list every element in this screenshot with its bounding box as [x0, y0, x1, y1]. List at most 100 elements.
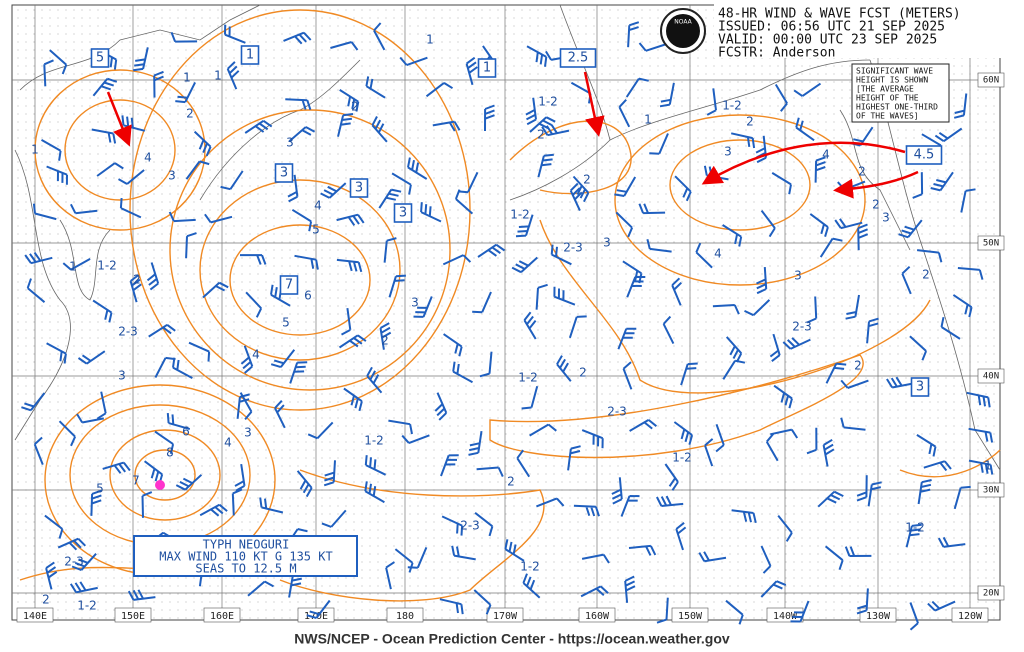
boxed-label-frame	[477, 58, 497, 78]
contour-label: 2-3	[460, 519, 480, 533]
wind-barb	[92, 77, 118, 97]
wind-barb	[365, 76, 386, 99]
wind-barb	[364, 455, 387, 476]
wind-barb	[247, 580, 274, 597]
wind-barb	[154, 430, 175, 455]
wind-barb	[294, 254, 319, 270]
contour-label: 3	[882, 211, 890, 225]
wind-barb	[224, 24, 246, 44]
boxed-label: 1	[483, 61, 491, 76]
wind-barb	[440, 454, 459, 477]
wind-barb	[473, 589, 492, 615]
wind-barb	[41, 139, 62, 161]
wind-barb	[451, 545, 476, 561]
header-line: FCSTR: Anderson	[718, 46, 835, 61]
wind-barb	[172, 357, 193, 379]
wind-barb	[840, 379, 869, 389]
lat-label: 20N	[983, 589, 999, 599]
wind-barb	[777, 514, 793, 542]
wind-barb	[245, 291, 263, 318]
contour-label: 1-2	[510, 208, 530, 222]
wind-barb	[725, 336, 743, 363]
wind-barb	[569, 182, 583, 212]
wind-barb	[385, 561, 395, 590]
wind-barb	[626, 275, 646, 298]
wind-barb	[288, 126, 316, 143]
wind-barb	[522, 573, 541, 599]
wind-barb	[204, 213, 233, 224]
wind-barb	[504, 539, 525, 562]
contour-label: 2	[583, 173, 591, 187]
wind-barb	[432, 120, 461, 132]
wind-barb	[704, 438, 714, 467]
contour-label: 1	[183, 71, 191, 85]
wind-barb	[118, 169, 145, 185]
contour-label: 2	[133, 273, 141, 287]
boxed-label: 3	[355, 181, 363, 196]
wind-barb	[730, 132, 756, 149]
wind-barb	[541, 124, 570, 137]
contour-label: 2	[186, 107, 194, 121]
wind-barb	[166, 413, 191, 431]
wind-barb	[443, 333, 463, 357]
note-line: SIGNIFICANT WAVE	[856, 67, 933, 76]
contour-label: 3	[724, 145, 732, 159]
wind-barb	[383, 237, 397, 263]
wind-barb	[188, 341, 211, 362]
wind-barb	[581, 553, 610, 564]
wind-barb	[568, 315, 587, 339]
wind-barb	[840, 417, 866, 431]
wind-barb	[289, 361, 308, 384]
wind-barb	[148, 323, 176, 338]
wind-barb	[618, 99, 631, 128]
header-line: ISSUED: 06:56 UTC 21 SEP 2025	[718, 20, 945, 35]
wind-barb	[529, 423, 557, 437]
lat-label-box	[977, 368, 1005, 384]
boxed-label: 1	[246, 48, 254, 63]
wind-barb	[695, 242, 713, 269]
wind-barb	[638, 203, 666, 215]
lon-label-box	[297, 607, 335, 623]
wind-barb	[321, 509, 347, 528]
wind-barb	[401, 434, 430, 445]
wind-barb	[760, 545, 772, 574]
wind-barb	[291, 208, 313, 232]
wind-barb	[391, 172, 412, 195]
wind-barb	[407, 547, 428, 569]
contour-label: 2-3	[118, 325, 138, 339]
lat-label: 40N	[983, 372, 999, 382]
wind-barb	[760, 580, 787, 598]
contour-label: 6	[182, 425, 190, 439]
wind-barb	[656, 495, 684, 507]
lon-label: 120W	[958, 611, 983, 622]
wind-barb	[617, 327, 637, 350]
wind-barb	[529, 116, 556, 133]
wind-barb	[934, 127, 963, 143]
wind-barb	[388, 274, 406, 298]
contour-label: 1-2	[672, 451, 692, 465]
contour-label: 4	[144, 151, 152, 165]
wind-barb	[809, 213, 829, 237]
note-line: HEIGHT OF THE	[856, 94, 919, 103]
wind-barb	[940, 317, 961, 340]
wind-barb	[307, 421, 334, 440]
lon-label: 170W	[493, 611, 518, 622]
wind-barb	[413, 296, 433, 318]
contour-label: 5	[282, 316, 290, 330]
wind-barb	[76, 413, 104, 424]
wind-barbs	[21, 21, 994, 631]
wind-barb	[572, 175, 590, 203]
lon-label-box	[386, 607, 424, 623]
boxed-label: 2.5	[568, 51, 589, 66]
contour-label: 1	[214, 69, 222, 83]
wind-barb	[638, 42, 668, 52]
wind-barb	[773, 384, 793, 409]
wind-barb	[845, 294, 860, 320]
wind-barb	[43, 59, 54, 87]
wind-barb	[671, 277, 682, 306]
wind-barb	[175, 81, 196, 104]
wind-barb	[664, 463, 679, 491]
contour-label: 4	[314, 199, 322, 213]
wind-barb	[521, 386, 539, 410]
wind-barb	[656, 597, 669, 624]
